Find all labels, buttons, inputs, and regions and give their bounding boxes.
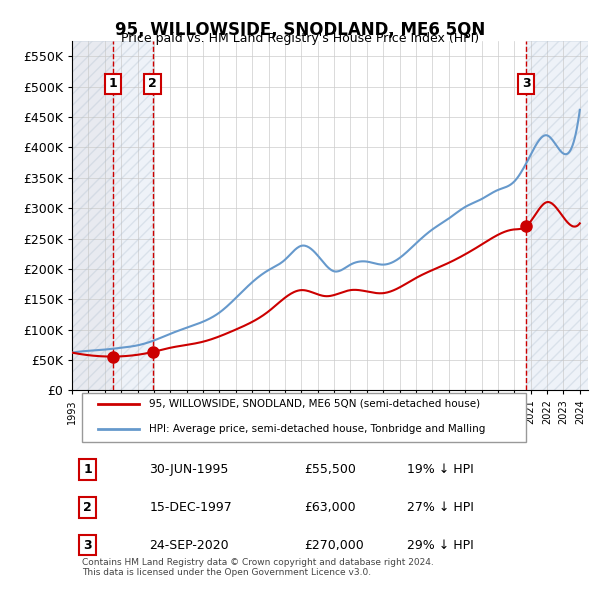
Text: 30-JUN-1995: 30-JUN-1995 (149, 463, 229, 476)
Text: 29% ↓ HPI: 29% ↓ HPI (407, 539, 474, 552)
FancyBboxPatch shape (82, 393, 526, 442)
Bar (526, 41, 588, 390)
Text: £63,000: £63,000 (304, 501, 356, 514)
Text: 24-SEP-2020: 24-SEP-2020 (149, 539, 229, 552)
Text: 1: 1 (83, 463, 92, 476)
Text: 95, WILLOWSIDE, SNODLAND, ME6 5QN: 95, WILLOWSIDE, SNODLAND, ME6 5QN (115, 21, 485, 39)
Text: 95, WILLOWSIDE, SNODLAND, ME6 5QN (semi-detached house): 95, WILLOWSIDE, SNODLAND, ME6 5QN (semi-… (149, 399, 481, 409)
Text: 15-DEC-1997: 15-DEC-1997 (149, 501, 232, 514)
Text: Contains HM Land Registry data © Crown copyright and database right 2024.
This d: Contains HM Land Registry data © Crown c… (82, 558, 434, 577)
Text: 3: 3 (83, 539, 92, 552)
Text: 3: 3 (522, 77, 530, 90)
Bar (113, 41, 152, 390)
Text: 19% ↓ HPI: 19% ↓ HPI (407, 463, 474, 476)
Text: 1: 1 (109, 77, 118, 90)
Text: £270,000: £270,000 (304, 539, 364, 552)
Text: £55,500: £55,500 (304, 463, 356, 476)
Text: HPI: Average price, semi-detached house, Tonbridge and Malling: HPI: Average price, semi-detached house,… (149, 424, 486, 434)
Text: 2: 2 (83, 501, 92, 514)
Text: Price paid vs. HM Land Registry's House Price Index (HPI): Price paid vs. HM Land Registry's House … (121, 32, 479, 45)
Text: 2: 2 (148, 77, 157, 90)
Text: 27% ↓ HPI: 27% ↓ HPI (407, 501, 474, 514)
Bar (526, 41, 588, 390)
Bar (72, 41, 113, 390)
Bar (72, 41, 113, 390)
Bar (113, 41, 152, 390)
